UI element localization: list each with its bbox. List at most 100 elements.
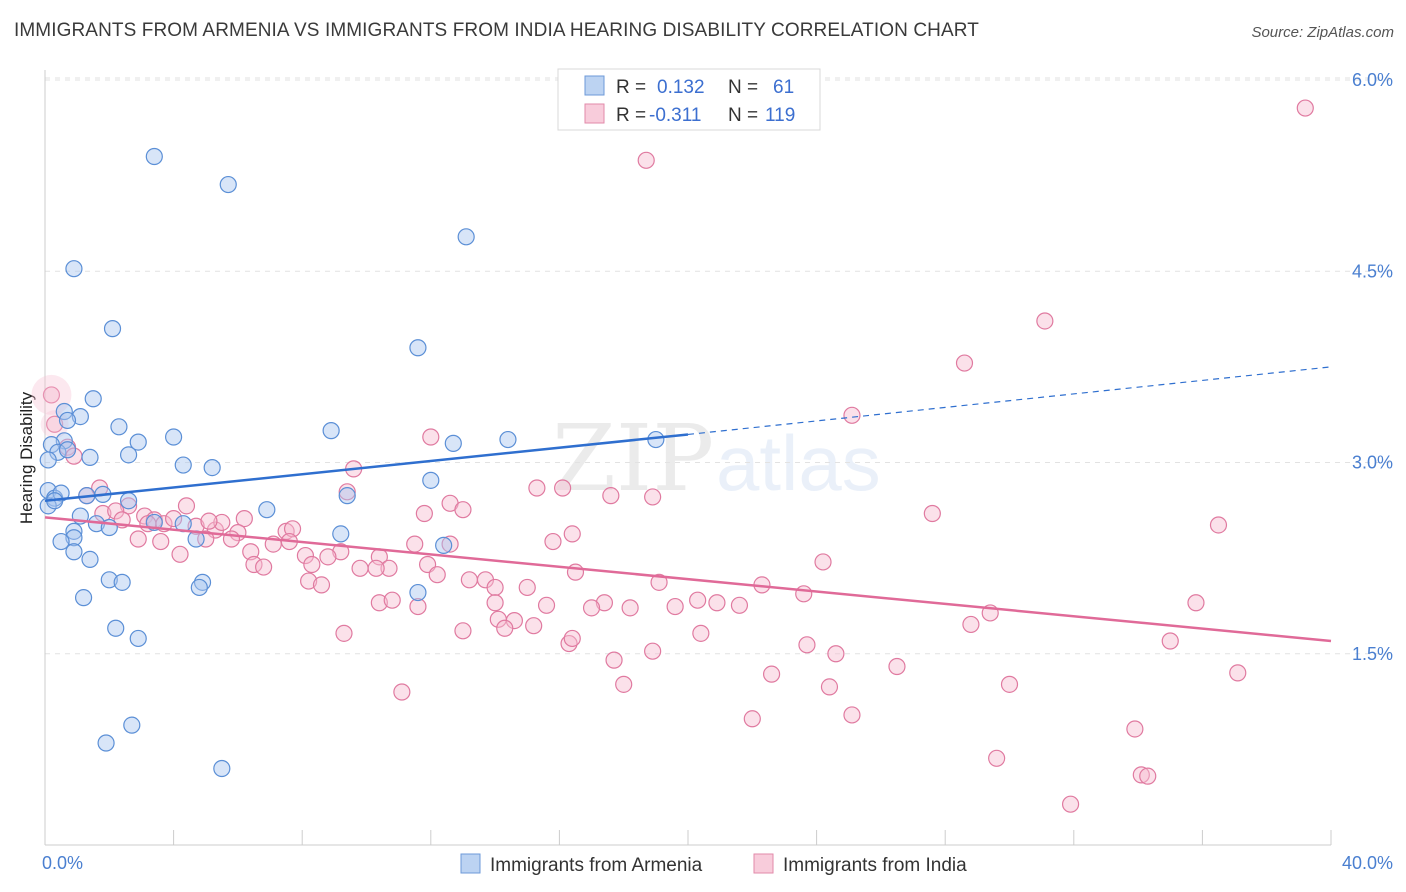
india-point [1161,632,1179,650]
india-point [296,546,315,565]
india-point [814,553,832,571]
india-point [152,532,170,551]
india-point [303,555,321,574]
stats-armenia-n-label: N = [728,77,758,98]
india-point [743,710,761,728]
india-point [428,566,446,584]
india-point [283,520,302,538]
india-point [595,594,614,612]
india-point [338,483,356,501]
india-point [692,624,710,642]
india-point [1139,767,1157,785]
india-point [605,651,623,669]
armenia-point [39,451,57,469]
armenia-point [107,619,125,637]
india-point [528,479,546,497]
india-point [300,572,318,590]
y-tick-label: 3.0% [1352,453,1393,473]
india-point [1209,516,1228,534]
india-point [42,386,61,404]
armenia-point [165,428,183,446]
india-point [177,497,196,515]
armenia-point [81,550,99,569]
india-point [454,501,472,519]
india-point [1296,99,1314,117]
india-point [409,597,427,616]
armenia-point [55,402,73,421]
armenia-trend-extension [687,366,1332,436]
stats-armenia-swatch [584,75,605,96]
y-tick-label: 1.5% [1352,644,1393,664]
armenia-point [97,734,115,752]
watermark-zip: ZIP [552,405,714,512]
india-point [383,591,401,609]
india-point [1036,312,1054,330]
armenia-point [332,525,350,543]
india-point [563,525,581,543]
y-tick-label: 4.5% [1352,261,1393,281]
india-point [222,530,241,548]
india-point [454,622,472,640]
armenia-point [123,716,141,734]
india-point [319,548,337,566]
india-point [955,354,974,372]
india-point [689,591,707,609]
india-point [171,545,189,563]
armenia-point [113,573,131,591]
india-point [525,617,543,635]
india-point [370,594,388,612]
x-tick-label-max: 40.0% [1342,853,1393,873]
stats-armenia-r-value: 0.132 [657,77,705,98]
armenia-point [58,441,77,459]
india-point [367,559,385,577]
india-point [312,576,331,594]
india-point [165,509,183,528]
india-point [644,642,662,660]
armenia-point [409,339,427,357]
india-point [615,675,633,693]
armenia-point [457,228,475,246]
india-point [644,488,662,506]
india-point [335,624,353,642]
armenia-point [219,175,237,194]
armenia-point [129,629,147,648]
india-point [351,559,369,577]
india-point [1061,795,1080,813]
armenia-point [190,578,208,597]
india-point [563,629,581,648]
india-point [795,585,813,603]
india-point [582,599,601,617]
india-point [486,578,504,597]
stats-box: R = 0.132 N = 61 R = -0.311 N = 119 [557,68,821,131]
india-point-large [40,410,69,439]
watermark: ZIP atlas [552,405,881,512]
armenia-point [65,529,83,547]
armenia-point [100,571,118,589]
india-point [107,502,125,520]
india-point [888,657,906,676]
armenia-point [203,459,221,477]
india-point [827,645,845,663]
armenia-point [322,422,340,440]
stats-india-r-value: -0.311 [649,105,701,126]
india-point [197,530,215,548]
india-points [31,99,1314,813]
india-point [537,596,556,614]
india-point [255,558,273,576]
india-point [637,151,655,169]
india-point [544,532,562,551]
armenia-point [84,390,102,408]
india-point [380,559,398,577]
armenia-points [39,147,665,778]
india-point [460,571,478,589]
india-point [235,509,253,528]
india-point [422,428,440,446]
india-point [119,497,138,515]
armenia-point [174,456,192,474]
armenia-point [119,446,138,464]
india-point [1187,594,1205,612]
armenia-point [74,589,93,607]
india-point [843,406,861,424]
armenia-point [119,492,138,510]
